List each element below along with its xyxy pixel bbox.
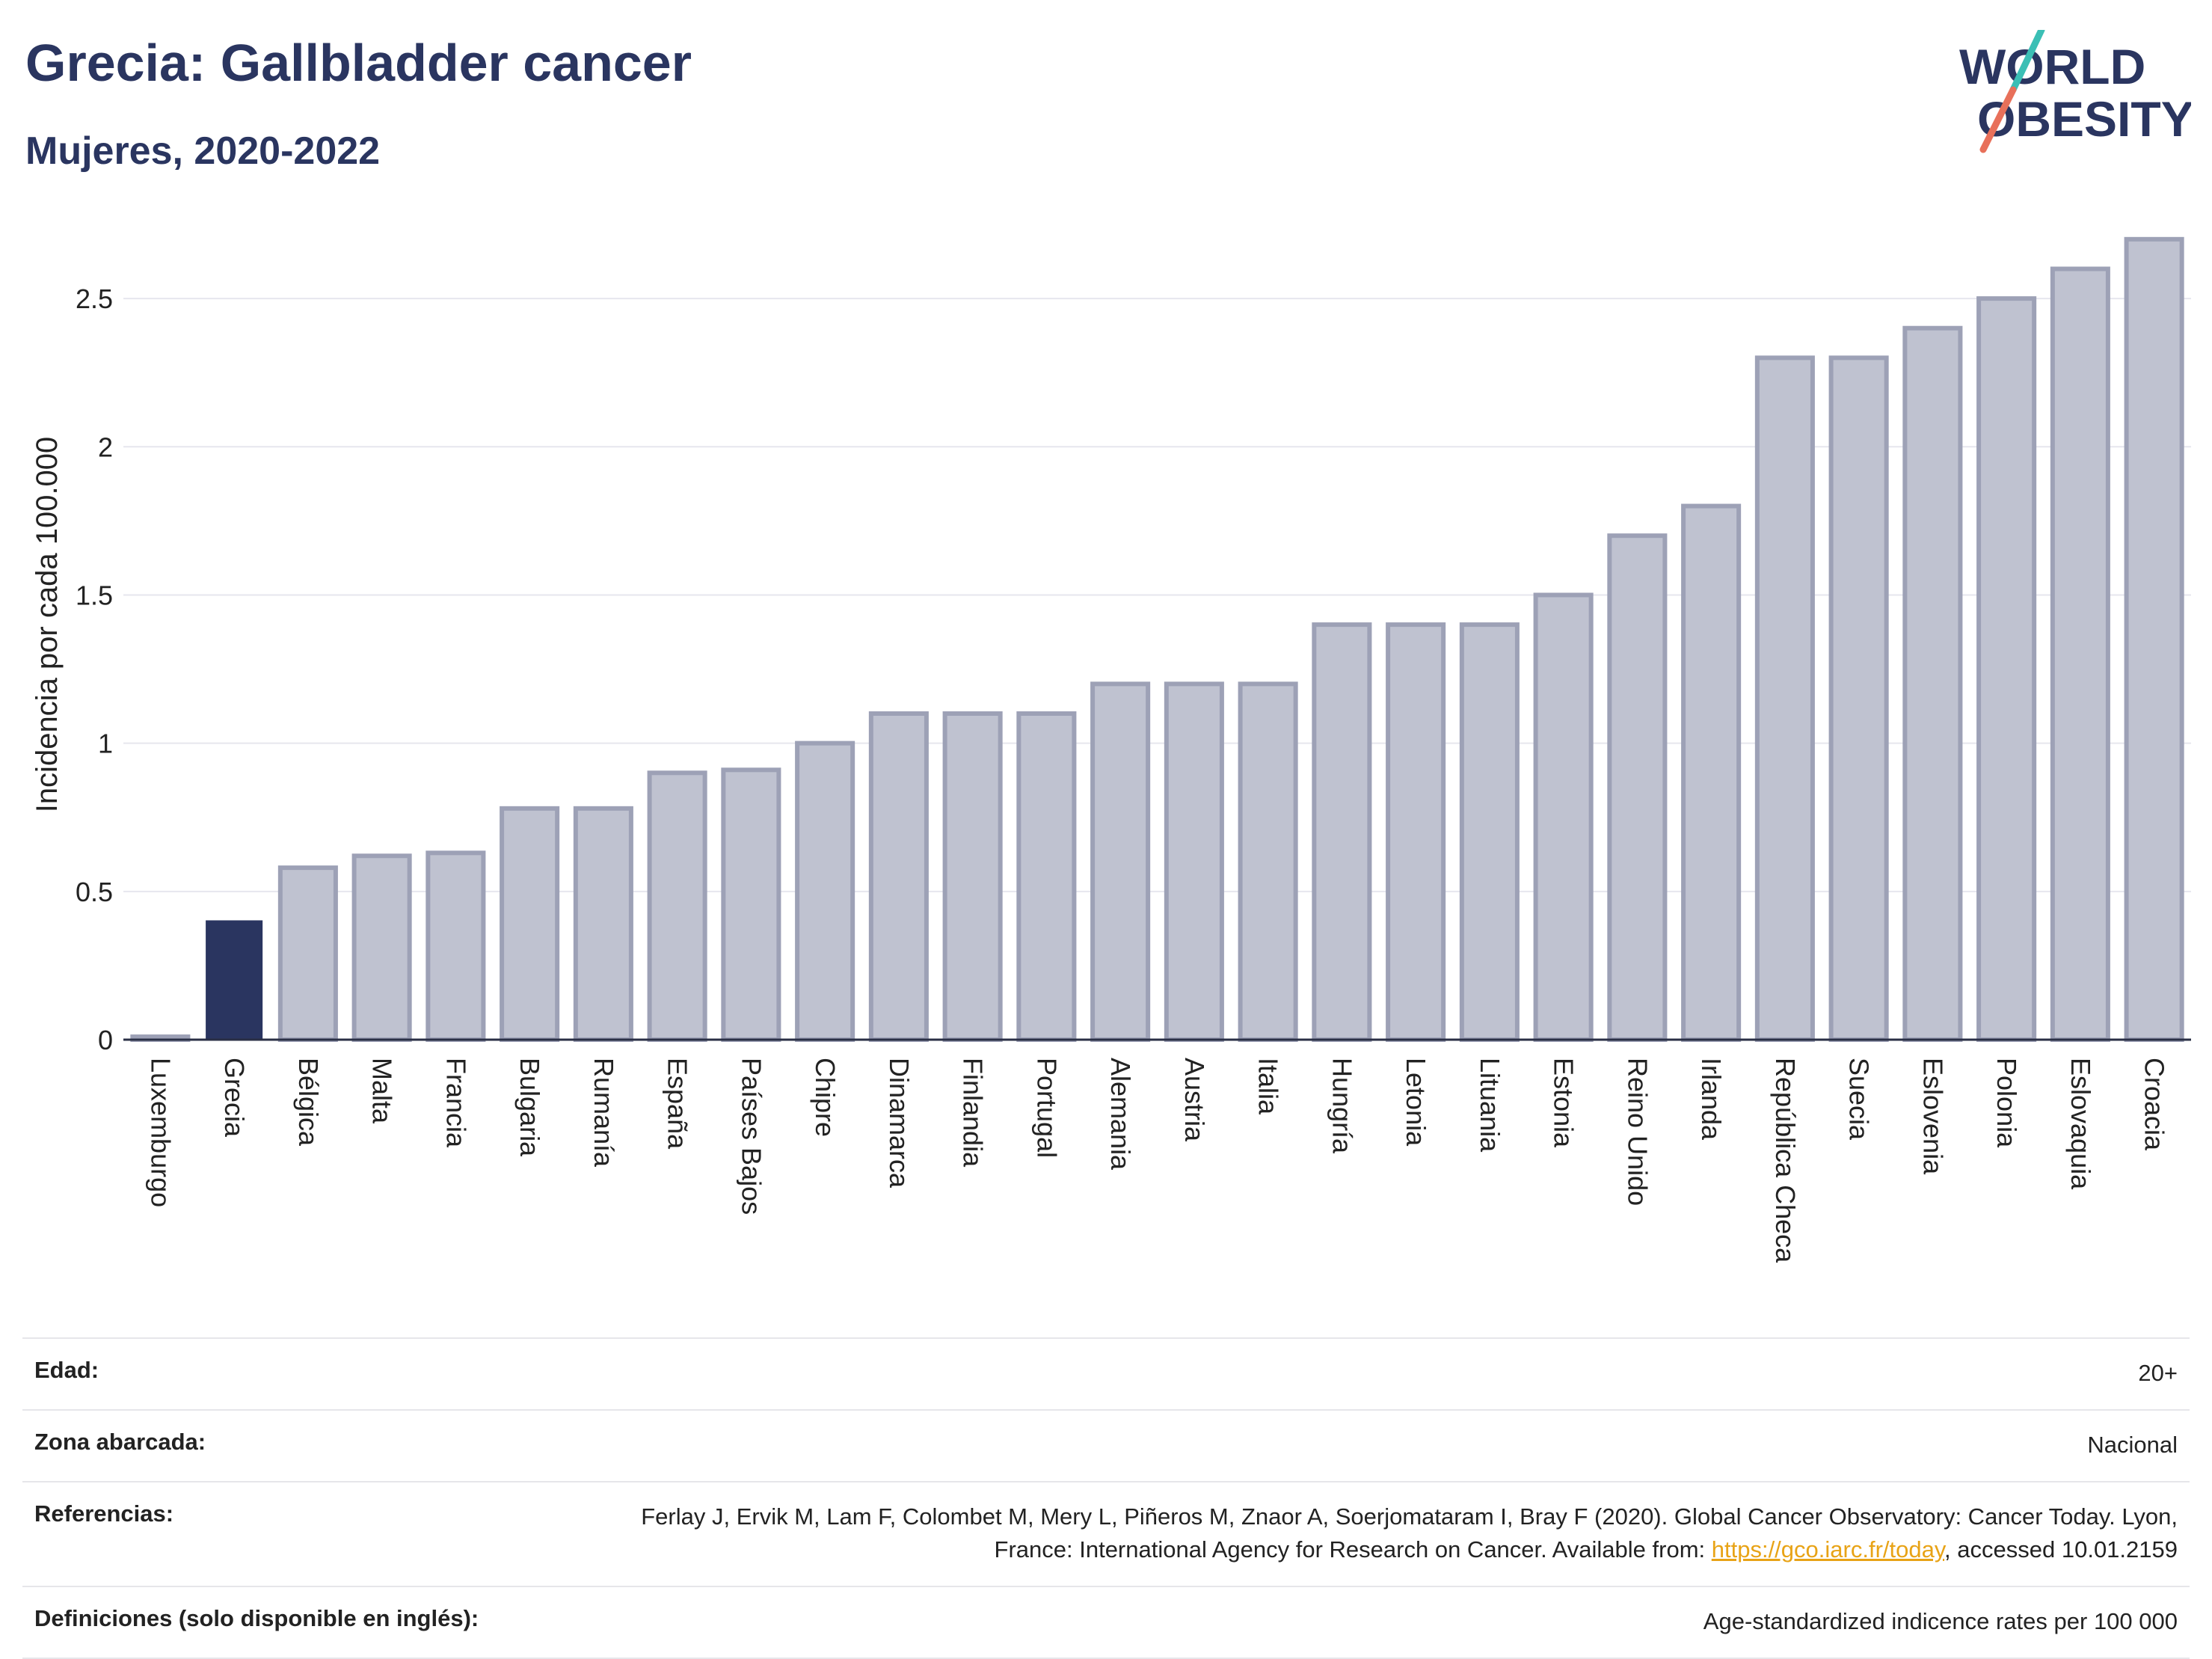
x-tick-label: Lituania	[1475, 1058, 1505, 1153]
x-tick-label: Italia	[1253, 1058, 1284, 1115]
bar-chipre	[795, 740, 855, 1042]
chart-subtitle: Mujeres, 2020-2022	[25, 129, 381, 173]
bar-suecia	[1828, 355, 1889, 1042]
x-tick-label: Portugal	[1031, 1058, 1062, 1158]
info-table: Edad: 20+ Zona abarcada: Nacional Refere…	[22, 1337, 2190, 1659]
x-tick-label: Rumanía	[589, 1058, 619, 1168]
x-tick-label: Bulgaria	[514, 1058, 545, 1157]
definitions-value: Age-standardized indicence rates per 100…	[1703, 1608, 2178, 1634]
bar-eslovenia	[1902, 325, 1963, 1042]
x-tick-label: Grecia	[219, 1058, 250, 1138]
x-tick-label: Polonia	[1991, 1058, 2022, 1148]
x-tick-label: Suecia	[1844, 1058, 1875, 1141]
x-tick-label: Irlanda	[1696, 1058, 1727, 1141]
bar-austria	[1164, 681, 1224, 1042]
x-tick-label: Malta	[367, 1058, 398, 1124]
references-link[interactable]: https://gco.iarc.fr/today	[1711, 1536, 1945, 1563]
bar-irlanda	[1681, 503, 1742, 1042]
bar-grecia	[206, 920, 263, 1041]
x-tick-label: Estonia	[1549, 1058, 1579, 1148]
y-tick-label: 0.5	[76, 877, 113, 907]
bar-portugal	[1016, 711, 1077, 1042]
world-obesity-logo: WORLD OBESITY	[1959, 30, 2191, 153]
bar-países-bajos	[721, 767, 781, 1042]
references-label: Referencias:	[34, 1500, 174, 1527]
x-tick-label: Dinamarca	[884, 1058, 915, 1189]
x-tick-label: Países Bajos	[736, 1058, 766, 1215]
x-tick-label: Chipre	[810, 1058, 841, 1137]
info-row-zone: Zona abarcada: Nacional	[22, 1409, 2190, 1481]
x-tick-label: Eslovenia	[1917, 1058, 1948, 1175]
x-tick-label: Austria	[1179, 1058, 1210, 1142]
bar-españa	[647, 770, 707, 1042]
logo-word-world: WORLD	[1959, 39, 2145, 94]
x-tick-label: Hungría	[1327, 1058, 1357, 1154]
bar-malta	[351, 853, 412, 1042]
bar-bulgaria	[500, 806, 560, 1042]
bar-finlandia	[942, 711, 1003, 1042]
x-tick-label: República Checa	[1770, 1058, 1801, 1263]
zone-value: Nacional	[2087, 1432, 2178, 1458]
bar-república-checa	[1754, 355, 1815, 1042]
x-tick-label: Finlandia	[958, 1058, 989, 1168]
age-value: 20+	[2138, 1360, 2178, 1386]
x-tick-label: Eslovaquia	[2065, 1058, 2096, 1190]
bar-croacia	[2124, 236, 2184, 1042]
bar-polonia	[1976, 296, 2037, 1043]
logo-slash-top	[2009, 30, 2045, 93]
bar-rumanía	[573, 806, 633, 1042]
bar-bélgica	[277, 865, 338, 1043]
x-tick-label: España	[663, 1058, 693, 1150]
x-tick-label: Alemania	[1105, 1058, 1136, 1171]
age-label: Edad:	[34, 1357, 99, 1383]
bar-lituania	[1459, 622, 1520, 1042]
x-axis-ticks: Luxemburgo Grecia Bélgica Malta Francia Bulga…	[145, 1058, 2169, 1263]
definitions-label: Definiciones (solo disponible en inglés)…	[34, 1605, 479, 1631]
bar-francia	[425, 850, 486, 1042]
y-tick-label: 0	[98, 1025, 113, 1055]
x-tick-label: Francia	[440, 1058, 471, 1148]
bar-hungría	[1312, 622, 1372, 1042]
logo-word-obesity: OBESITY	[1977, 91, 2191, 147]
chart-title: Grecia: Gallbladder cancer	[25, 34, 692, 92]
info-row-definitions: Definiciones (solo disponible en inglés)…	[22, 1586, 2190, 1659]
x-tick-label: Luxemburgo	[145, 1058, 176, 1207]
info-row-references: Referencias: Ferlay J, Ervik M, Lam F, C…	[22, 1481, 2190, 1586]
y-axis-ticks: 0 0.5 1 1.5 2 2.5	[76, 283, 113, 1055]
bar-alemania	[1090, 681, 1151, 1042]
bar-reino-unido	[1607, 533, 1668, 1042]
info-row-age: Edad: 20+	[22, 1337, 2190, 1409]
x-tick-label: Letonia	[1401, 1058, 1431, 1147]
y-tick-label: 2	[98, 432, 113, 462]
bar-dinamarca	[868, 711, 929, 1042]
x-tick-label: Croacia	[2139, 1058, 2170, 1151]
references-value: Ferlay J, Ervik M, Lam F, Colombet M, Me…	[607, 1500, 2178, 1566]
x-tick-label: Reino Unido	[1622, 1058, 1653, 1206]
bar-letonia	[1386, 622, 1446, 1042]
y-tick-label: 1.5	[76, 580, 113, 610]
references-accessed: , accessed 10.01.2159	[1944, 1536, 2178, 1563]
y-axis-label: Incidencia por cada 100.000	[31, 437, 64, 813]
y-tick-label: 2.5	[76, 283, 113, 314]
bars	[130, 236, 2184, 1043]
logo-slash-bottom	[1979, 86, 2017, 153]
y-tick-label: 1	[98, 729, 113, 759]
bar-estonia	[1533, 592, 1594, 1042]
bar-italia	[1238, 681, 1298, 1042]
references-text: Ferlay J, Ervik M, Lam F, Colombet M, Me…	[641, 1503, 2178, 1563]
x-tick-label: Bélgica	[293, 1058, 324, 1147]
bar-eslovaquia	[2050, 266, 2110, 1042]
bar-chart: 0 0.5 1 1.5 2 2.5 Luxemburgo Grecia Bélgica Malt…	[31, 236, 2191, 1263]
zone-label: Zona abarcada:	[34, 1429, 206, 1455]
